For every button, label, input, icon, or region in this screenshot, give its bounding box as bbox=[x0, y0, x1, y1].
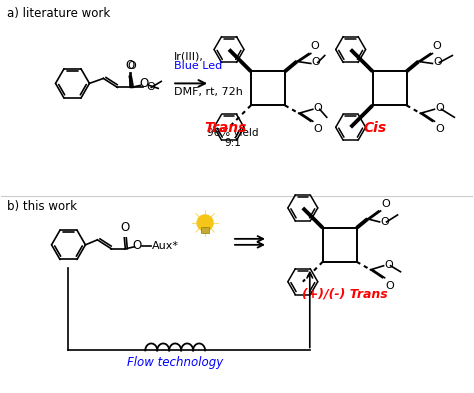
Text: Cis: Cis bbox=[363, 121, 386, 135]
Text: (+)/(-) Trans: (+)/(-) Trans bbox=[302, 288, 388, 301]
Text: O: O bbox=[381, 217, 389, 227]
Text: O: O bbox=[433, 57, 442, 68]
Text: Ir(III),: Ir(III), bbox=[174, 51, 204, 61]
Text: O: O bbox=[385, 281, 394, 291]
FancyBboxPatch shape bbox=[201, 227, 209, 233]
Text: O: O bbox=[140, 77, 149, 90]
Text: 96% yield: 96% yield bbox=[207, 128, 259, 138]
Text: O: O bbox=[382, 199, 390, 209]
Text: O: O bbox=[121, 221, 130, 234]
Text: Trans: Trans bbox=[204, 121, 246, 135]
Text: O: O bbox=[432, 40, 441, 51]
Text: O: O bbox=[126, 59, 135, 72]
Text: a) literature work: a) literature work bbox=[7, 7, 110, 20]
Text: Flow technology: Flow technology bbox=[127, 356, 223, 369]
Text: Aux*: Aux* bbox=[152, 241, 179, 251]
Text: O: O bbox=[314, 103, 322, 113]
Text: O: O bbox=[133, 239, 142, 252]
Text: O: O bbox=[314, 124, 322, 134]
Text: DMF, rt, 72h: DMF, rt, 72h bbox=[174, 87, 243, 97]
Text: O: O bbox=[436, 103, 444, 113]
Text: Blue Led: Blue Led bbox=[174, 61, 222, 72]
Text: methyl: methyl bbox=[163, 79, 168, 81]
Text: O: O bbox=[436, 124, 444, 134]
Text: O: O bbox=[146, 83, 155, 92]
Text: O: O bbox=[312, 57, 320, 68]
Circle shape bbox=[197, 215, 213, 231]
Text: O: O bbox=[384, 260, 393, 270]
Text: O: O bbox=[311, 40, 319, 51]
Text: 9:1: 9:1 bbox=[225, 138, 241, 148]
Text: b) this work: b) this work bbox=[7, 200, 77, 213]
Text: O: O bbox=[127, 61, 136, 72]
